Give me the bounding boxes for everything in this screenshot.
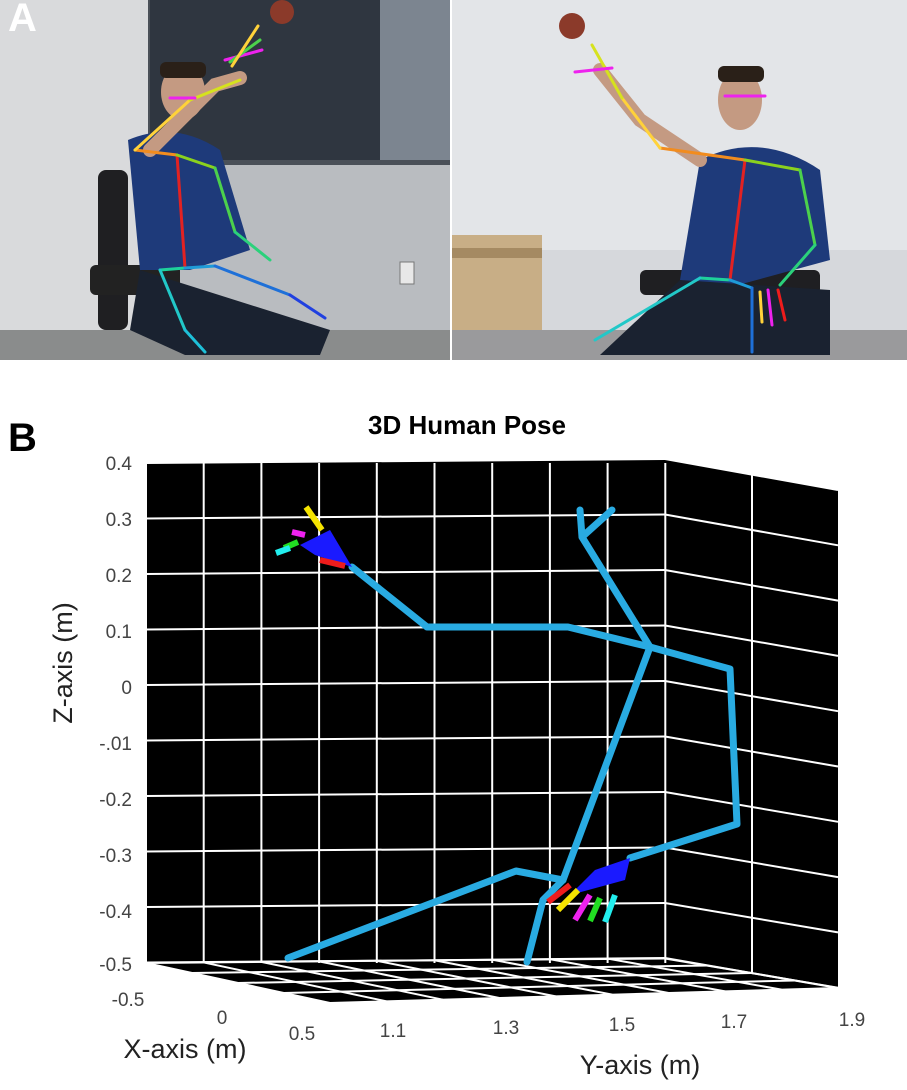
skeleton-bone bbox=[578, 533, 654, 651]
z-axis-label: Z-axis (m) bbox=[48, 602, 78, 723]
grid-line bbox=[329, 987, 839, 1004]
x-ticks: -0.5 0 0.5 bbox=[112, 990, 316, 1045]
grid-line bbox=[145, 957, 666, 964]
grid-line bbox=[145, 458, 666, 464]
y-tick: 1.1 bbox=[380, 1021, 406, 1042]
y-tick: 1.7 bbox=[721, 1012, 747, 1033]
x-tick: 0 bbox=[217, 1008, 228, 1029]
grid-line bbox=[261, 960, 444, 1001]
skeleton-bone bbox=[523, 876, 567, 966]
pose-chart: 3D Human Pose 0.4 0.3 0.2 0.1 0 -.01 -0.… bbox=[48, 410, 865, 1080]
x-tick: -0.5 bbox=[112, 990, 145, 1011]
skeleton-bone bbox=[626, 643, 741, 862]
y-axis-label: Y-axis (m) bbox=[580, 1050, 701, 1080]
panel-b: B 3D Human Pose 0.4 0.3 0.2 0.1 0 -.01 -… bbox=[0, 362, 907, 1085]
hand-palm bbox=[570, 858, 630, 895]
hands bbox=[274, 505, 630, 924]
grid-line bbox=[145, 735, 666, 742]
grid-line bbox=[145, 962, 331, 1004]
grid-line bbox=[664, 957, 839, 989]
grid-line bbox=[145, 902, 666, 908]
y-tick: 1.9 bbox=[839, 1010, 865, 1031]
back-wall bbox=[146, 459, 665, 963]
grid-line bbox=[145, 791, 666, 797]
finger-segment bbox=[303, 505, 325, 532]
y-ticks: 1.1 1.3 1.5 1.7 1.9 bbox=[380, 1010, 865, 1042]
z-tick: 0.2 bbox=[106, 566, 132, 587]
panel-a-label: A bbox=[8, 0, 37, 40]
z-tick: -.01 bbox=[99, 734, 132, 755]
panel-a-photos bbox=[0, 0, 907, 360]
x-tick: 0.5 bbox=[289, 1024, 315, 1045]
skeleton-bone bbox=[348, 563, 654, 651]
grid-line bbox=[434, 959, 613, 996]
panel-a: A bbox=[0, 0, 907, 362]
z-tick: 0.3 bbox=[106, 510, 132, 531]
z-tick: 0.4 bbox=[106, 454, 133, 475]
grid-line bbox=[203, 961, 387, 1003]
finger-segment bbox=[555, 887, 581, 913]
skeleton-bone bbox=[559, 643, 654, 884]
y-tick: 1.3 bbox=[493, 1018, 519, 1039]
grid-line bbox=[283, 979, 795, 994]
z-tick: -0.3 bbox=[99, 846, 132, 867]
hand-palm bbox=[300, 530, 352, 567]
grid-line bbox=[191, 964, 709, 974]
skeleton bbox=[284, 506, 741, 966]
grid-line bbox=[376, 959, 556, 998]
skeleton-bone bbox=[284, 867, 567, 962]
photo-left bbox=[0, 0, 450, 360]
z-tick: -0.4 bbox=[99, 902, 132, 923]
finger-segment bbox=[291, 529, 306, 538]
z-tick: -0.5 bbox=[99, 955, 132, 976]
grid-line bbox=[549, 958, 726, 993]
grid-line bbox=[318, 960, 500, 999]
z-tick: -0.2 bbox=[99, 790, 132, 811]
grid-line bbox=[491, 958, 669, 994]
finger-segment bbox=[319, 557, 346, 569]
grid-line bbox=[237, 972, 752, 984]
finger-segment bbox=[572, 893, 593, 922]
panel-b-label: B bbox=[8, 416, 37, 460]
z-ticks: 0.4 0.3 0.2 0.1 0 -.01 -0.2 -0.3 -0.4 -0… bbox=[99, 454, 132, 976]
finger-segment bbox=[274, 545, 292, 556]
finger-segment bbox=[546, 882, 572, 905]
x-axis-label: X-axis (m) bbox=[124, 1034, 247, 1064]
y-tick: 1.5 bbox=[609, 1015, 635, 1036]
z-tick: 0 bbox=[121, 678, 132, 699]
photo-right bbox=[452, 0, 907, 360]
z-tick: 0.1 bbox=[106, 622, 132, 643]
grid-line bbox=[145, 680, 666, 686]
grid-line bbox=[607, 957, 782, 991]
finger-segment bbox=[587, 896, 603, 923]
finger-segment bbox=[602, 893, 618, 924]
chart-title: 3D Human Pose bbox=[368, 410, 566, 440]
grid-line bbox=[145, 569, 666, 575]
